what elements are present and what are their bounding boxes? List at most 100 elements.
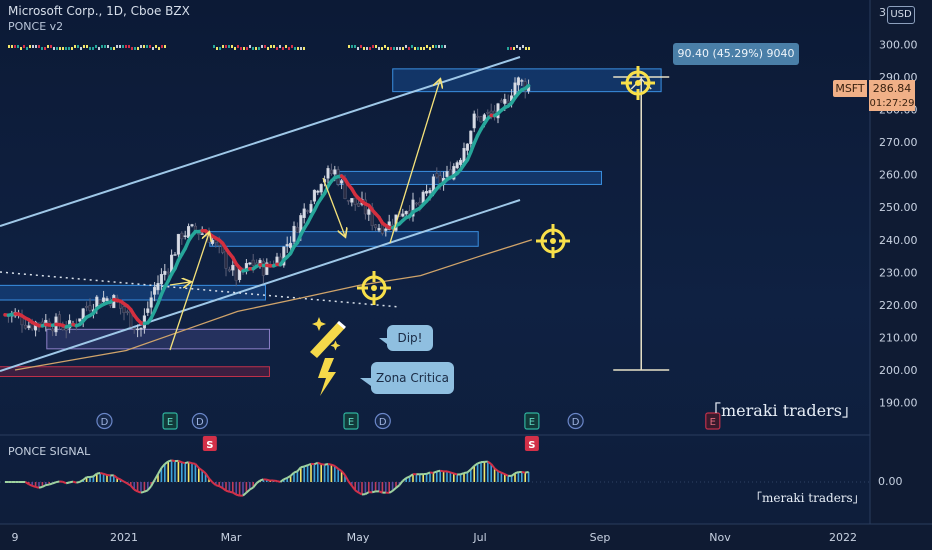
indicator-dot bbox=[444, 45, 446, 48]
projection-arrow bbox=[169, 233, 209, 351]
signal-line bbox=[504, 473, 509, 477]
marker-label: D bbox=[101, 417, 109, 428]
signal-line bbox=[55, 480, 60, 484]
candle-body bbox=[176, 233, 180, 255]
indicator-dot bbox=[11, 45, 13, 48]
signal-line bbox=[89, 475, 94, 478]
indicator-dot bbox=[134, 47, 136, 50]
signal-line bbox=[446, 470, 451, 474]
candle-body bbox=[183, 235, 187, 237]
signal-line bbox=[153, 473, 159, 481]
symbol-title[interactable]: Microsoft Corp., 1D, Cboe BZX bbox=[8, 4, 190, 18]
indicator-dot bbox=[285, 45, 287, 48]
signal-line bbox=[327, 462, 332, 466]
signal-line bbox=[126, 482, 132, 487]
candle-body bbox=[340, 180, 344, 184]
candle-body bbox=[428, 190, 432, 194]
candle-body bbox=[452, 166, 456, 180]
sub-pane-title[interactable]: PONCE SIGNAL bbox=[8, 445, 91, 458]
signal-line bbox=[198, 467, 203, 472]
candle-body bbox=[363, 199, 367, 215]
candle-body bbox=[136, 328, 140, 331]
indicator-dot bbox=[351, 45, 353, 48]
signal-line bbox=[300, 465, 305, 469]
indicator-dot bbox=[143, 45, 145, 48]
indicator-dot bbox=[267, 47, 269, 50]
indicator-dot bbox=[510, 47, 512, 50]
indicator-dot bbox=[393, 47, 395, 50]
indicator-dot bbox=[228, 45, 230, 48]
indicator-dot bbox=[35, 45, 37, 48]
candle-body bbox=[459, 159, 463, 165]
candle-body bbox=[421, 191, 425, 203]
candle-body bbox=[414, 202, 418, 205]
price-axis[interactable]: 190.00 200.00 210.00 220.00 230.00 240.00 250.… bbox=[869, 0, 932, 524]
candle-body bbox=[156, 283, 160, 291]
signal-line bbox=[31, 484, 36, 488]
indicator-dot bbox=[104, 45, 106, 48]
time-axis-bg bbox=[0, 524, 932, 550]
indicator-dot bbox=[8, 45, 10, 48]
signal-line bbox=[391, 487, 397, 492]
candle-body bbox=[377, 227, 381, 231]
signal-line bbox=[147, 485, 152, 491]
indicator-dot bbox=[369, 47, 371, 50]
indicator-dot bbox=[426, 45, 428, 48]
candle-body bbox=[163, 270, 167, 275]
signal-line bbox=[276, 480, 281, 483]
indicator-dot bbox=[119, 45, 121, 48]
signal-line bbox=[525, 470, 529, 474]
dividend-marker bbox=[567, 412, 584, 430]
indicator-dot bbox=[303, 47, 305, 50]
candle-body bbox=[88, 305, 92, 311]
candle-body bbox=[380, 224, 384, 234]
indicator-dot bbox=[366, 47, 368, 50]
signal-line bbox=[466, 468, 472, 474]
measure-tool[interactable] bbox=[613, 76, 670, 371]
signal-line bbox=[460, 472, 465, 476]
currency-button[interactable]: USD bbox=[887, 6, 915, 24]
indicator-dot bbox=[414, 47, 416, 50]
indicator-dot bbox=[243, 47, 245, 50]
indicator-dot bbox=[77, 45, 79, 48]
indicator-dot bbox=[528, 47, 530, 50]
signal-line bbox=[45, 483, 50, 487]
indicator-dot bbox=[131, 47, 133, 50]
signal-line bbox=[225, 489, 230, 493]
signal-line bbox=[293, 470, 298, 474]
signal-line bbox=[289, 471, 295, 477]
bar-countdown: 01:27:29 bbox=[869, 96, 915, 111]
indicator-dot bbox=[522, 45, 524, 48]
indicator-dot bbox=[56, 47, 58, 50]
indicator-dot bbox=[354, 45, 356, 48]
indicator-dot bbox=[125, 45, 127, 48]
indicator-dot bbox=[516, 45, 518, 48]
indicator-dot bbox=[282, 47, 284, 50]
signal-line bbox=[487, 460, 492, 465]
symbol-tag: MSFT bbox=[833, 80, 867, 97]
indicator-dot bbox=[68, 47, 70, 50]
candle-body bbox=[425, 190, 429, 194]
indicator-dot bbox=[279, 45, 281, 48]
crosshair-icon-dot bbox=[371, 285, 377, 291]
signal-line bbox=[116, 477, 122, 481]
indicator-name[interactable]: PONCE v2 bbox=[8, 20, 64, 33]
candle-body bbox=[166, 271, 170, 274]
signal-line bbox=[286, 474, 292, 479]
signal-line bbox=[344, 474, 350, 482]
candle-body bbox=[476, 115, 480, 118]
candle-body bbox=[435, 173, 439, 178]
signal-line bbox=[317, 461, 322, 465]
price-tick: 300.00 bbox=[879, 38, 918, 51]
indicator-dot bbox=[375, 45, 377, 48]
indicator-dot bbox=[89, 47, 91, 50]
time-axis[interactable]: 9 2021 Mar May Jul Sep Nov 2022 bbox=[0, 523, 932, 550]
indicator-dot bbox=[113, 47, 115, 50]
indicator-dot bbox=[264, 45, 266, 48]
candle-body bbox=[190, 224, 194, 227]
signal-line bbox=[130, 485, 135, 491]
